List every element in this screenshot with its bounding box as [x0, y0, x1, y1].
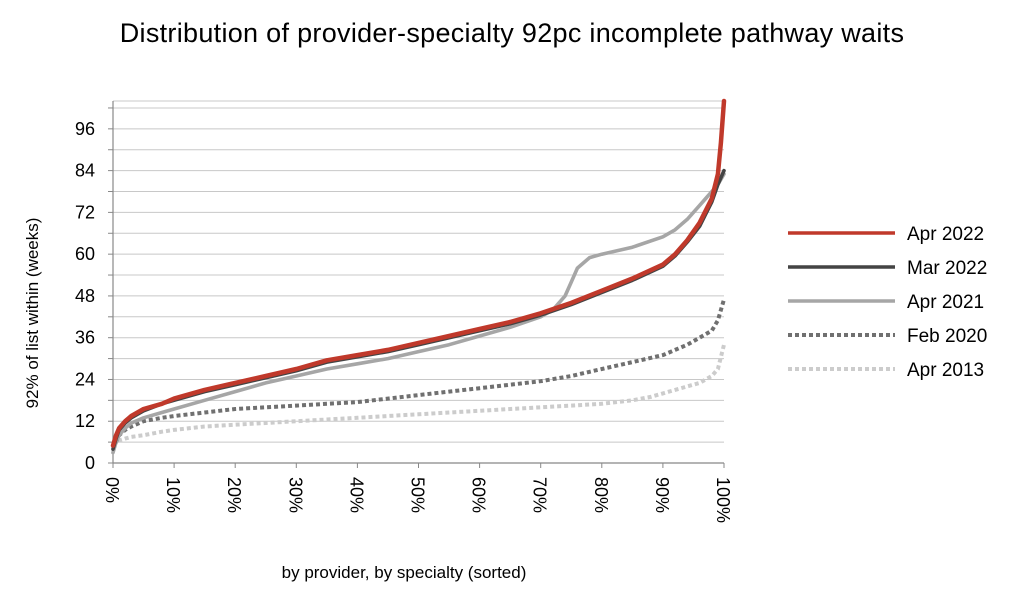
- y-tick-label: 84: [75, 161, 95, 181]
- y-tick-label: 12: [75, 411, 95, 431]
- legend-entry-label: Apr 2022: [907, 224, 984, 245]
- x-tick-label: 30%: [285, 477, 305, 513]
- x-axis-label: by provider, by specialty (sorted): [282, 563, 527, 582]
- legend-entry-label: Mar 2022: [907, 258, 987, 279]
- series-line: [111, 298, 726, 450]
- y-axis-label: 92% of list within (weeks): [23, 218, 42, 409]
- x-tick-label: 40%: [346, 477, 366, 513]
- y-tick-label: 0: [85, 453, 95, 473]
- y-tick-label: 96: [75, 119, 95, 139]
- x-tick-label: 50%: [408, 477, 428, 513]
- y-tick-labels: 0 12 24 36 48 60 72 84 96: [75, 119, 95, 473]
- legend-entry-label: Apr 2013: [907, 360, 984, 381]
- x-tick-label: 60%: [469, 477, 489, 513]
- x-tick-labels: 0% 10% 20% 30% 40% 50% 60% 70% 80% 90% 100%: [102, 477, 733, 523]
- legend-entry-label: Feb 2020: [907, 326, 987, 347]
- y-tick-label: 60: [75, 244, 95, 264]
- x-tick-label: 10%: [163, 477, 183, 513]
- y-tick-label: 24: [75, 369, 95, 389]
- series-line: [110, 98, 727, 448]
- x-tick-label: 20%: [224, 477, 244, 513]
- x-tick-label: 90%: [652, 477, 672, 513]
- y-tick-label: 48: [75, 286, 95, 306]
- y-tick-label: 36: [75, 328, 95, 348]
- series-line: [111, 344, 726, 447]
- grid-lines: [113, 100, 724, 443]
- y-tick-label: 72: [75, 202, 95, 222]
- series-line: [111, 172, 726, 455]
- chart-title: Distribution of provider-specialty 92pc …: [119, 18, 905, 48]
- x-tick-label: 70%: [530, 477, 550, 513]
- x-tick-label: 80%: [591, 477, 611, 513]
- legend-entry-label: Apr 2021: [907, 292, 984, 313]
- x-tick-label: 100%: [713, 477, 733, 523]
- x-tick-label: 0%: [102, 477, 122, 503]
- legend: Apr 2022 Mar 2022 Apr 2021 Feb 2020 Apr 2013: [788, 224, 987, 381]
- series-lines: [110, 98, 727, 455]
- axes: [108, 101, 725, 468]
